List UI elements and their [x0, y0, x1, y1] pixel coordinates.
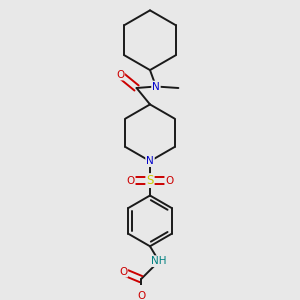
Text: O: O — [165, 176, 173, 186]
Text: O: O — [127, 176, 135, 186]
Text: S: S — [146, 174, 154, 187]
Text: O: O — [137, 291, 145, 300]
Text: O: O — [119, 267, 127, 277]
Text: N: N — [152, 82, 160, 92]
Text: O: O — [116, 70, 124, 80]
Text: NH: NH — [151, 256, 167, 266]
Text: N: N — [146, 156, 154, 166]
